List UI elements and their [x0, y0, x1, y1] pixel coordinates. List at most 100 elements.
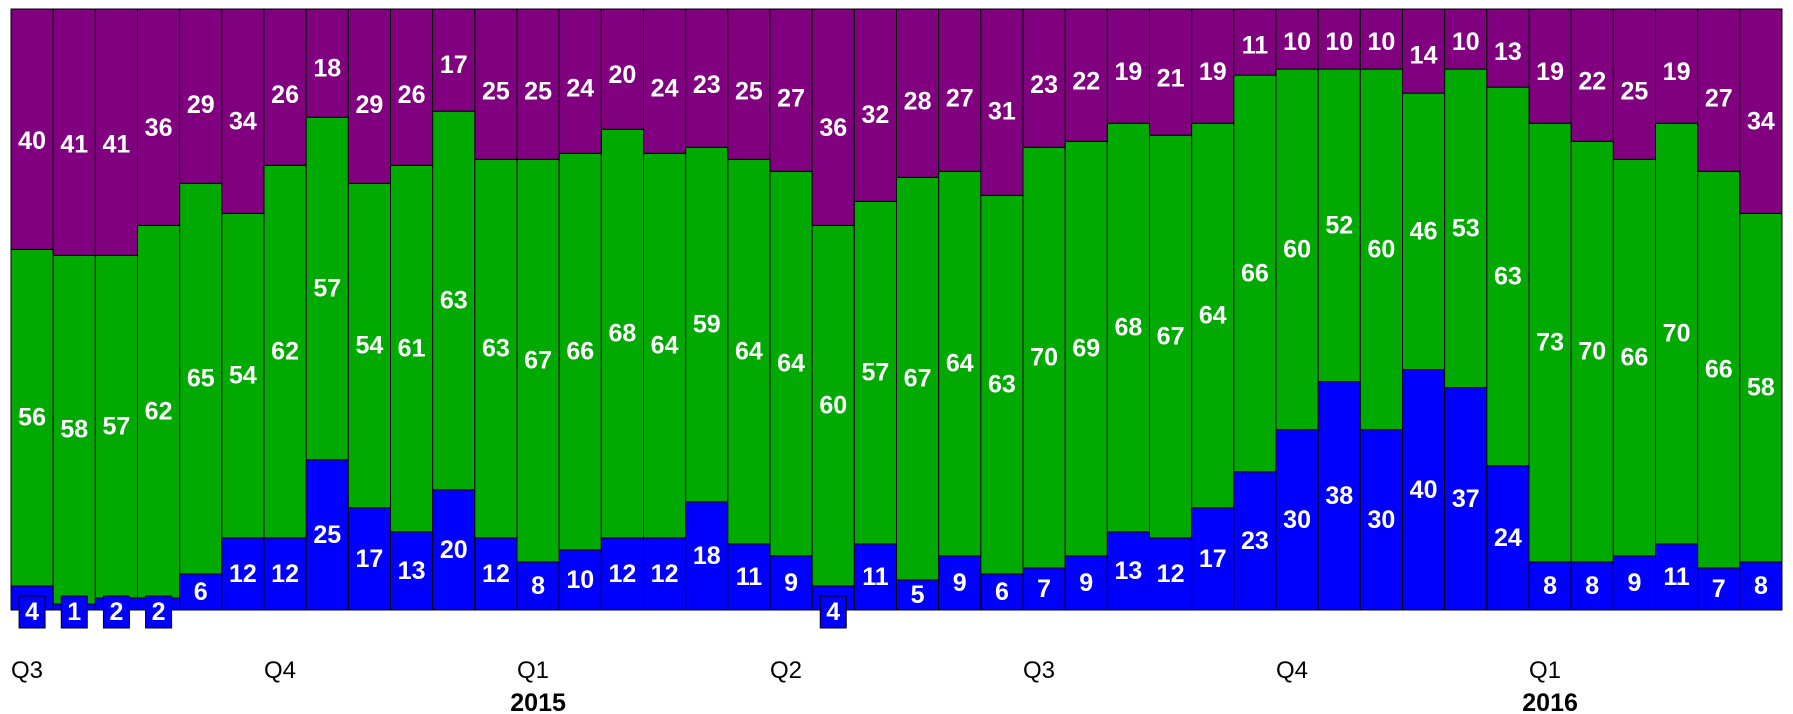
data-label-top-37: 22 — [1578, 68, 1606, 96]
data-label-top-40: 27 — [1705, 84, 1733, 112]
data-label-middle-36: 73 — [1536, 329, 1564, 357]
bar-middle-8 — [347, 182, 391, 509]
data-label-top-33: 14 — [1410, 41, 1438, 69]
data-label-middle-2: 57 — [103, 413, 131, 441]
data-label-bottom-19: 4 — [826, 598, 840, 626]
data-label-bottom-14: 12 — [609, 560, 637, 588]
data-label-top-29: 11 — [1242, 31, 1269, 59]
data-label-middle-3: 62 — [145, 398, 173, 426]
data-label-bottom-35: 24 — [1494, 524, 1522, 552]
bar-middle-27 — [1149, 134, 1193, 539]
bar-bottom-36 — [1528, 561, 1572, 611]
bar-middle-34 — [1444, 68, 1488, 389]
data-label-middle-28: 64 — [1199, 302, 1227, 330]
data-label-top-5: 34 — [229, 107, 257, 135]
data-label-top-15: 24 — [651, 74, 679, 102]
bar-middle-0 — [10, 248, 54, 587]
data-label-middle-16: 59 — [693, 311, 721, 339]
bar-middle-31 — [1317, 68, 1361, 383]
bar-middle-30 — [1275, 68, 1319, 431]
bar-top-38 — [1612, 8, 1656, 160]
year-label-2015: 2015 — [510, 689, 566, 714]
bar-bottom-13 — [558, 549, 602, 611]
bar-middle-3 — [137, 224, 181, 599]
data-label-top-27: 21 — [1157, 64, 1185, 92]
data-label-bottom-37: 8 — [1585, 572, 1599, 600]
data-label-top-7: 18 — [313, 55, 341, 83]
data-label-bottom-17: 11 — [736, 563, 763, 591]
data-label-middle-20: 57 — [862, 359, 890, 387]
data-label-top-0: 40 — [18, 127, 46, 155]
x-tick-label-12: Q1 — [517, 657, 549, 684]
data-label-top-34: 10 — [1452, 28, 1480, 56]
bar-top-28 — [1191, 8, 1235, 124]
data-label-bottom-41: 8 — [1754, 572, 1768, 600]
data-label-top-28: 19 — [1199, 58, 1227, 86]
data-label-top-30: 10 — [1283, 28, 1311, 56]
data-label-bottom-27: 12 — [1157, 560, 1185, 588]
data-label-bottom-25: 9 — [1079, 569, 1093, 597]
data-label-middle-22: 64 — [946, 350, 974, 378]
bar-bottom-15 — [643, 537, 687, 611]
data-label-bottom-20: 11 — [862, 563, 889, 591]
bar-top-30 — [1275, 8, 1319, 70]
data-label-top-22: 27 — [946, 84, 974, 112]
x-axis: Q3 Q4 Q1 Q2 Q3 Q4 Q1 2015 2016 — [11, 657, 1578, 714]
bar-middle-38 — [1612, 158, 1656, 557]
data-label-top-4: 29 — [187, 91, 215, 119]
bar-top-40 — [1697, 8, 1741, 172]
bar-top-18 — [769, 8, 813, 172]
bar-middle-32 — [1359, 68, 1403, 431]
data-label-middle-17: 64 — [735, 338, 763, 366]
bar-middle-24 — [1022, 146, 1066, 569]
bar-middle-35 — [1486, 86, 1530, 467]
bar-bottom-20 — [853, 543, 898, 611]
data-label-bottom-22: 9 — [953, 569, 967, 597]
bar-top-34 — [1444, 8, 1488, 70]
data-label-bottom-38: 9 — [1627, 569, 1641, 597]
bar-bottom-9 — [390, 531, 434, 611]
bar-bottom-21 — [896, 579, 940, 611]
bar-middle-5 — [221, 212, 265, 539]
data-label-bottom-23: 6 — [995, 578, 1009, 606]
bar-middle-41 — [1739, 212, 1783, 563]
data-label-top-35: 13 — [1494, 38, 1522, 66]
bar-middle-6 — [263, 164, 307, 539]
bar-top-5 — [221, 8, 265, 214]
data-label-top-24: 23 — [1030, 71, 1058, 99]
data-label-middle-35: 63 — [1494, 262, 1522, 290]
bar-bottom-26 — [1106, 531, 1150, 611]
data-label-bottom-9: 13 — [398, 557, 426, 585]
data-label-bottom-4: 6 — [194, 578, 208, 606]
bar-top-0 — [10, 8, 54, 250]
data-label-bottom-36: 8 — [1543, 572, 1557, 600]
data-label-middle-37: 70 — [1578, 338, 1606, 366]
data-label-middle-13: 66 — [566, 338, 594, 366]
bar-bottom-22 — [938, 555, 982, 611]
data-label-middle-19: 60 — [819, 392, 847, 420]
data-label-top-39: 19 — [1663, 58, 1691, 86]
bar-top-2 — [94, 8, 138, 256]
bar-middle-25 — [1064, 140, 1108, 557]
data-label-bottom-18: 9 — [784, 569, 798, 597]
bar-top-10 — [432, 8, 476, 112]
bar-bottom-39 — [1655, 543, 1699, 611]
bar-bottom-27 — [1149, 537, 1193, 611]
bar-middle-11 — [474, 158, 518, 539]
data-label-bottom-12: 8 — [531, 572, 545, 600]
data-label-top-6: 26 — [271, 81, 299, 109]
data-label-middle-11: 63 — [482, 335, 510, 363]
data-label-top-38: 25 — [1621, 78, 1649, 106]
data-label-middle-30: 60 — [1283, 235, 1311, 263]
bar-middle-23 — [980, 194, 1024, 575]
data-label-middle-21: 67 — [904, 365, 932, 393]
data-label-top-8: 29 — [356, 91, 384, 119]
bar-top-41 — [1739, 8, 1783, 214]
bar-middle-26 — [1106, 122, 1150, 533]
bar-top-12 — [516, 8, 560, 160]
bar-top-39 — [1655, 8, 1699, 124]
data-label-middle-1: 58 — [60, 416, 88, 444]
data-label-middle-15: 64 — [651, 332, 679, 360]
bar-top-17 — [727, 8, 771, 160]
